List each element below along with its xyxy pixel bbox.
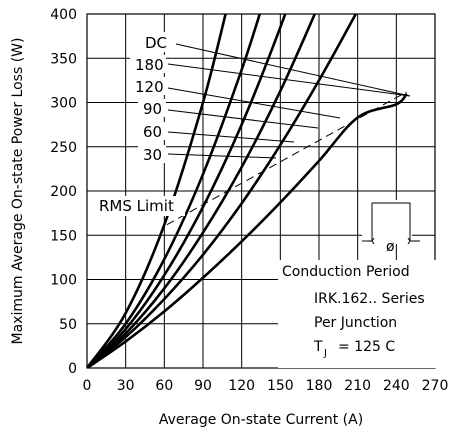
y-tick-label: 400 [50,7,77,23]
curve-180 [87,14,358,368]
x-tick-label: 120 [228,378,255,394]
x-tick-label: 240 [383,378,410,394]
series-label: IRK.162.. Series [314,291,425,307]
rms-limit-line [166,91,407,226]
x-tick-label: 270 [422,378,449,394]
label-90: 90 [143,100,162,118]
x-tick-label: 150 [267,378,294,394]
y-tick-label: 0 [68,361,77,377]
junction-label: Per Junction [314,315,397,331]
label-bg-180 [130,55,166,73]
y-tick-label: 150 [50,228,77,244]
y-tick-label: 200 [50,184,77,200]
label-bg-120 [130,77,166,95]
rms-limit-label: RMS Limit [99,197,174,215]
y-tick-label: 100 [50,273,77,289]
tick-labels: 0 30 60 90 120 150 180 210 240 270 0 50 100 150 200 250… [50,7,448,394]
label-bg-30 [138,145,166,163]
rms-label-bg [95,196,185,216]
y-axis-label: Maximum Average On-state Power Loss (W) [10,38,26,345]
label-120: 120 [135,78,164,96]
x-tick-label: 60 [155,378,173,394]
curves [87,14,408,368]
curve-90 [87,14,287,368]
curve-60 [87,14,262,368]
y-tick-label: 250 [50,140,77,156]
x-axis-label: Average On-state Current (A) [159,412,363,428]
y-tick-label: 300 [50,96,77,112]
grid [87,14,435,368]
x-tick-label: 0 [83,378,92,394]
x-tick-label: 30 [117,378,135,394]
label-dc: DC [145,34,167,52]
info-box [278,260,436,368]
conduction-period-label: Conduction Period [282,264,410,280]
conduction-symbol: ø [386,239,395,255]
label-bg-dc [138,32,176,52]
conduction-waveform-icon [362,200,420,245]
x-tick-label: 210 [344,378,371,394]
tj-value: = 125 C [338,339,395,355]
y-tick-label: 50 [59,317,77,333]
leader-lines [167,43,411,159]
tj-symbol: T [313,339,323,355]
label-30: 30 [143,146,162,164]
x-tick-label: 180 [306,378,333,394]
label-60: 60 [143,123,162,141]
curve-dc [87,92,408,368]
label-180: 180 [135,56,164,74]
tj-subscript: J [323,348,327,359]
label-bg-90 [138,99,166,117]
x-tick-label: 90 [194,378,212,394]
y-tick-label: 350 [50,51,77,67]
plot-frame [86,13,436,369]
label-bg-60 [138,122,166,140]
